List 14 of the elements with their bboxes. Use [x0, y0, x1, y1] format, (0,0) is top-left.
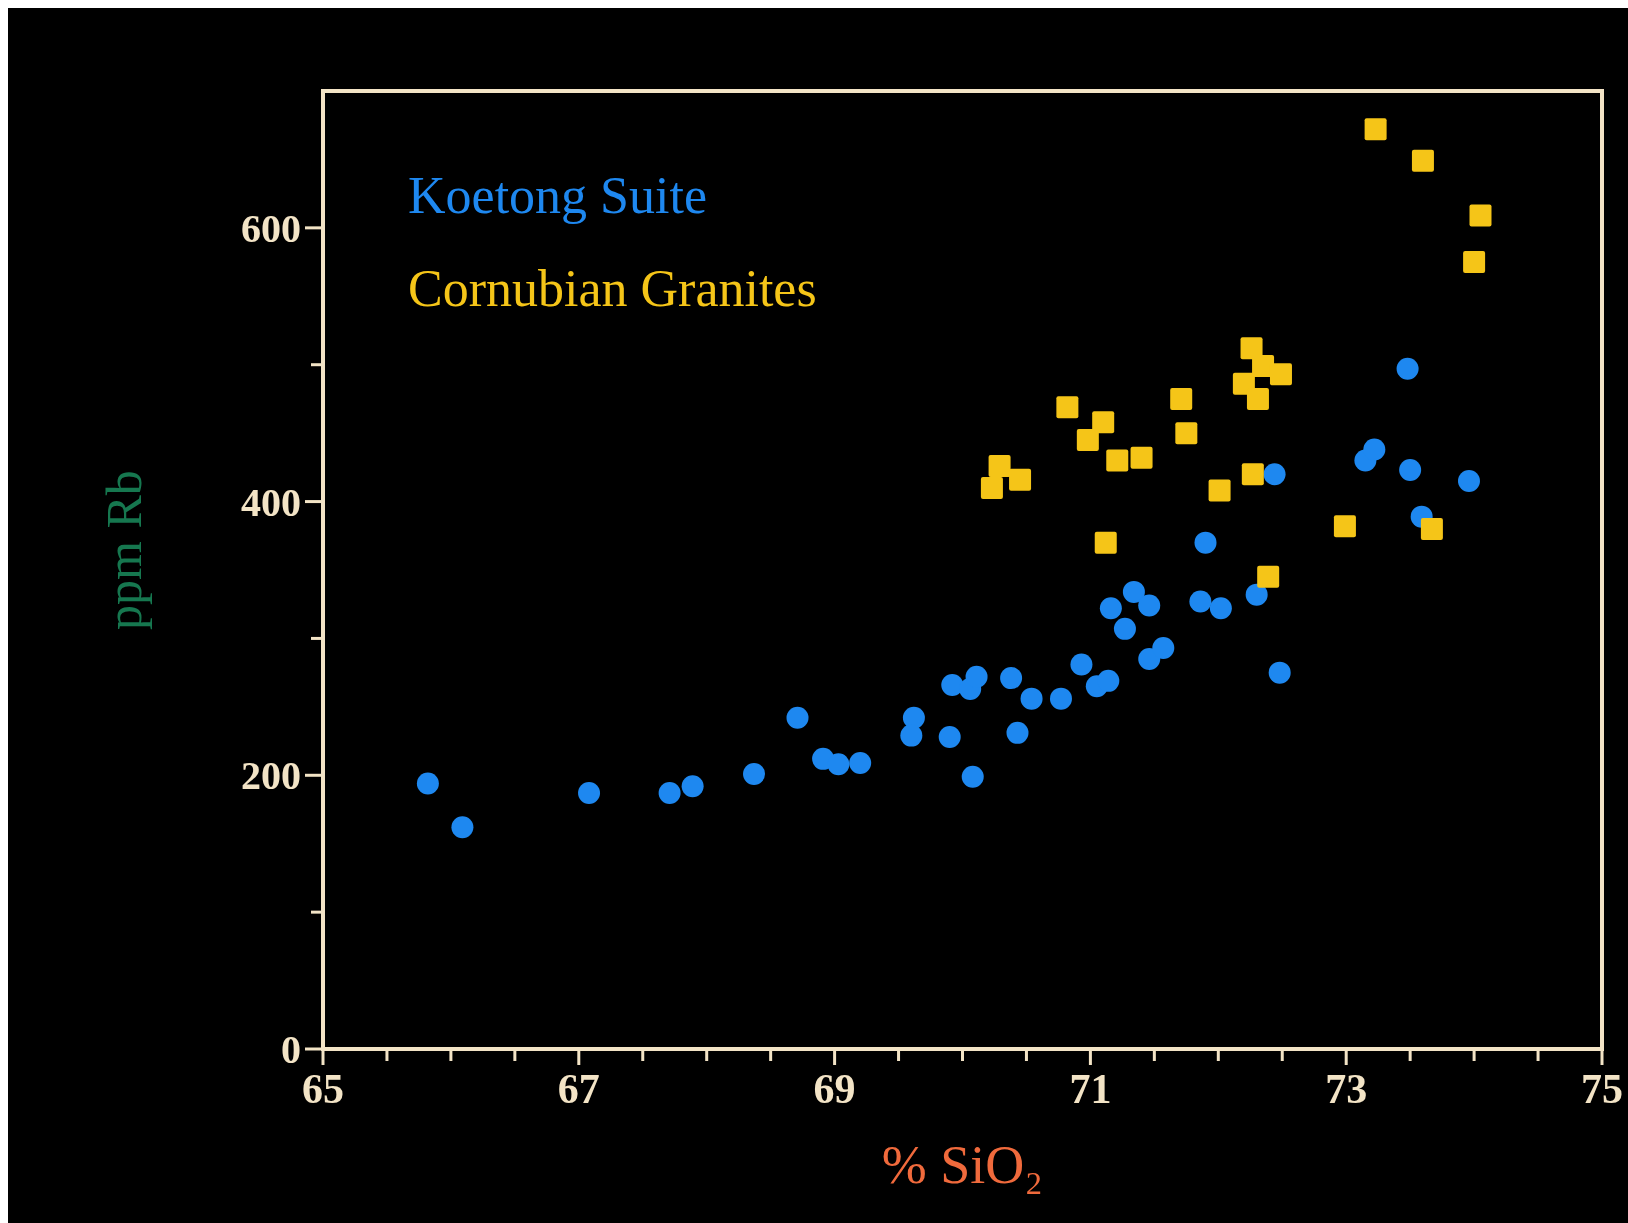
y-tick-label: 200	[241, 753, 301, 799]
x-axis-title: % SiO₂	[881, 1135, 1044, 1195]
y-tick-label: 600	[241, 205, 301, 251]
x-tick-label: 75	[1581, 1066, 1623, 1112]
y-axis-title: ppm Rb	[96, 470, 152, 630]
text: Koetong Suite	[408, 167, 707, 224]
text: Cornubian Granites	[408, 260, 817, 317]
y-tick-label: 0	[281, 1027, 301, 1072]
x-tick-label: 69	[813, 1066, 856, 1112]
x-tick-label: 73	[1325, 1066, 1368, 1112]
y-tick-label: 400	[241, 479, 301, 525]
x-tick-label: 71	[1069, 1066, 1112, 1112]
x-tick-label: 65	[302, 1066, 344, 1112]
x-tick-label: 67	[557, 1066, 600, 1112]
